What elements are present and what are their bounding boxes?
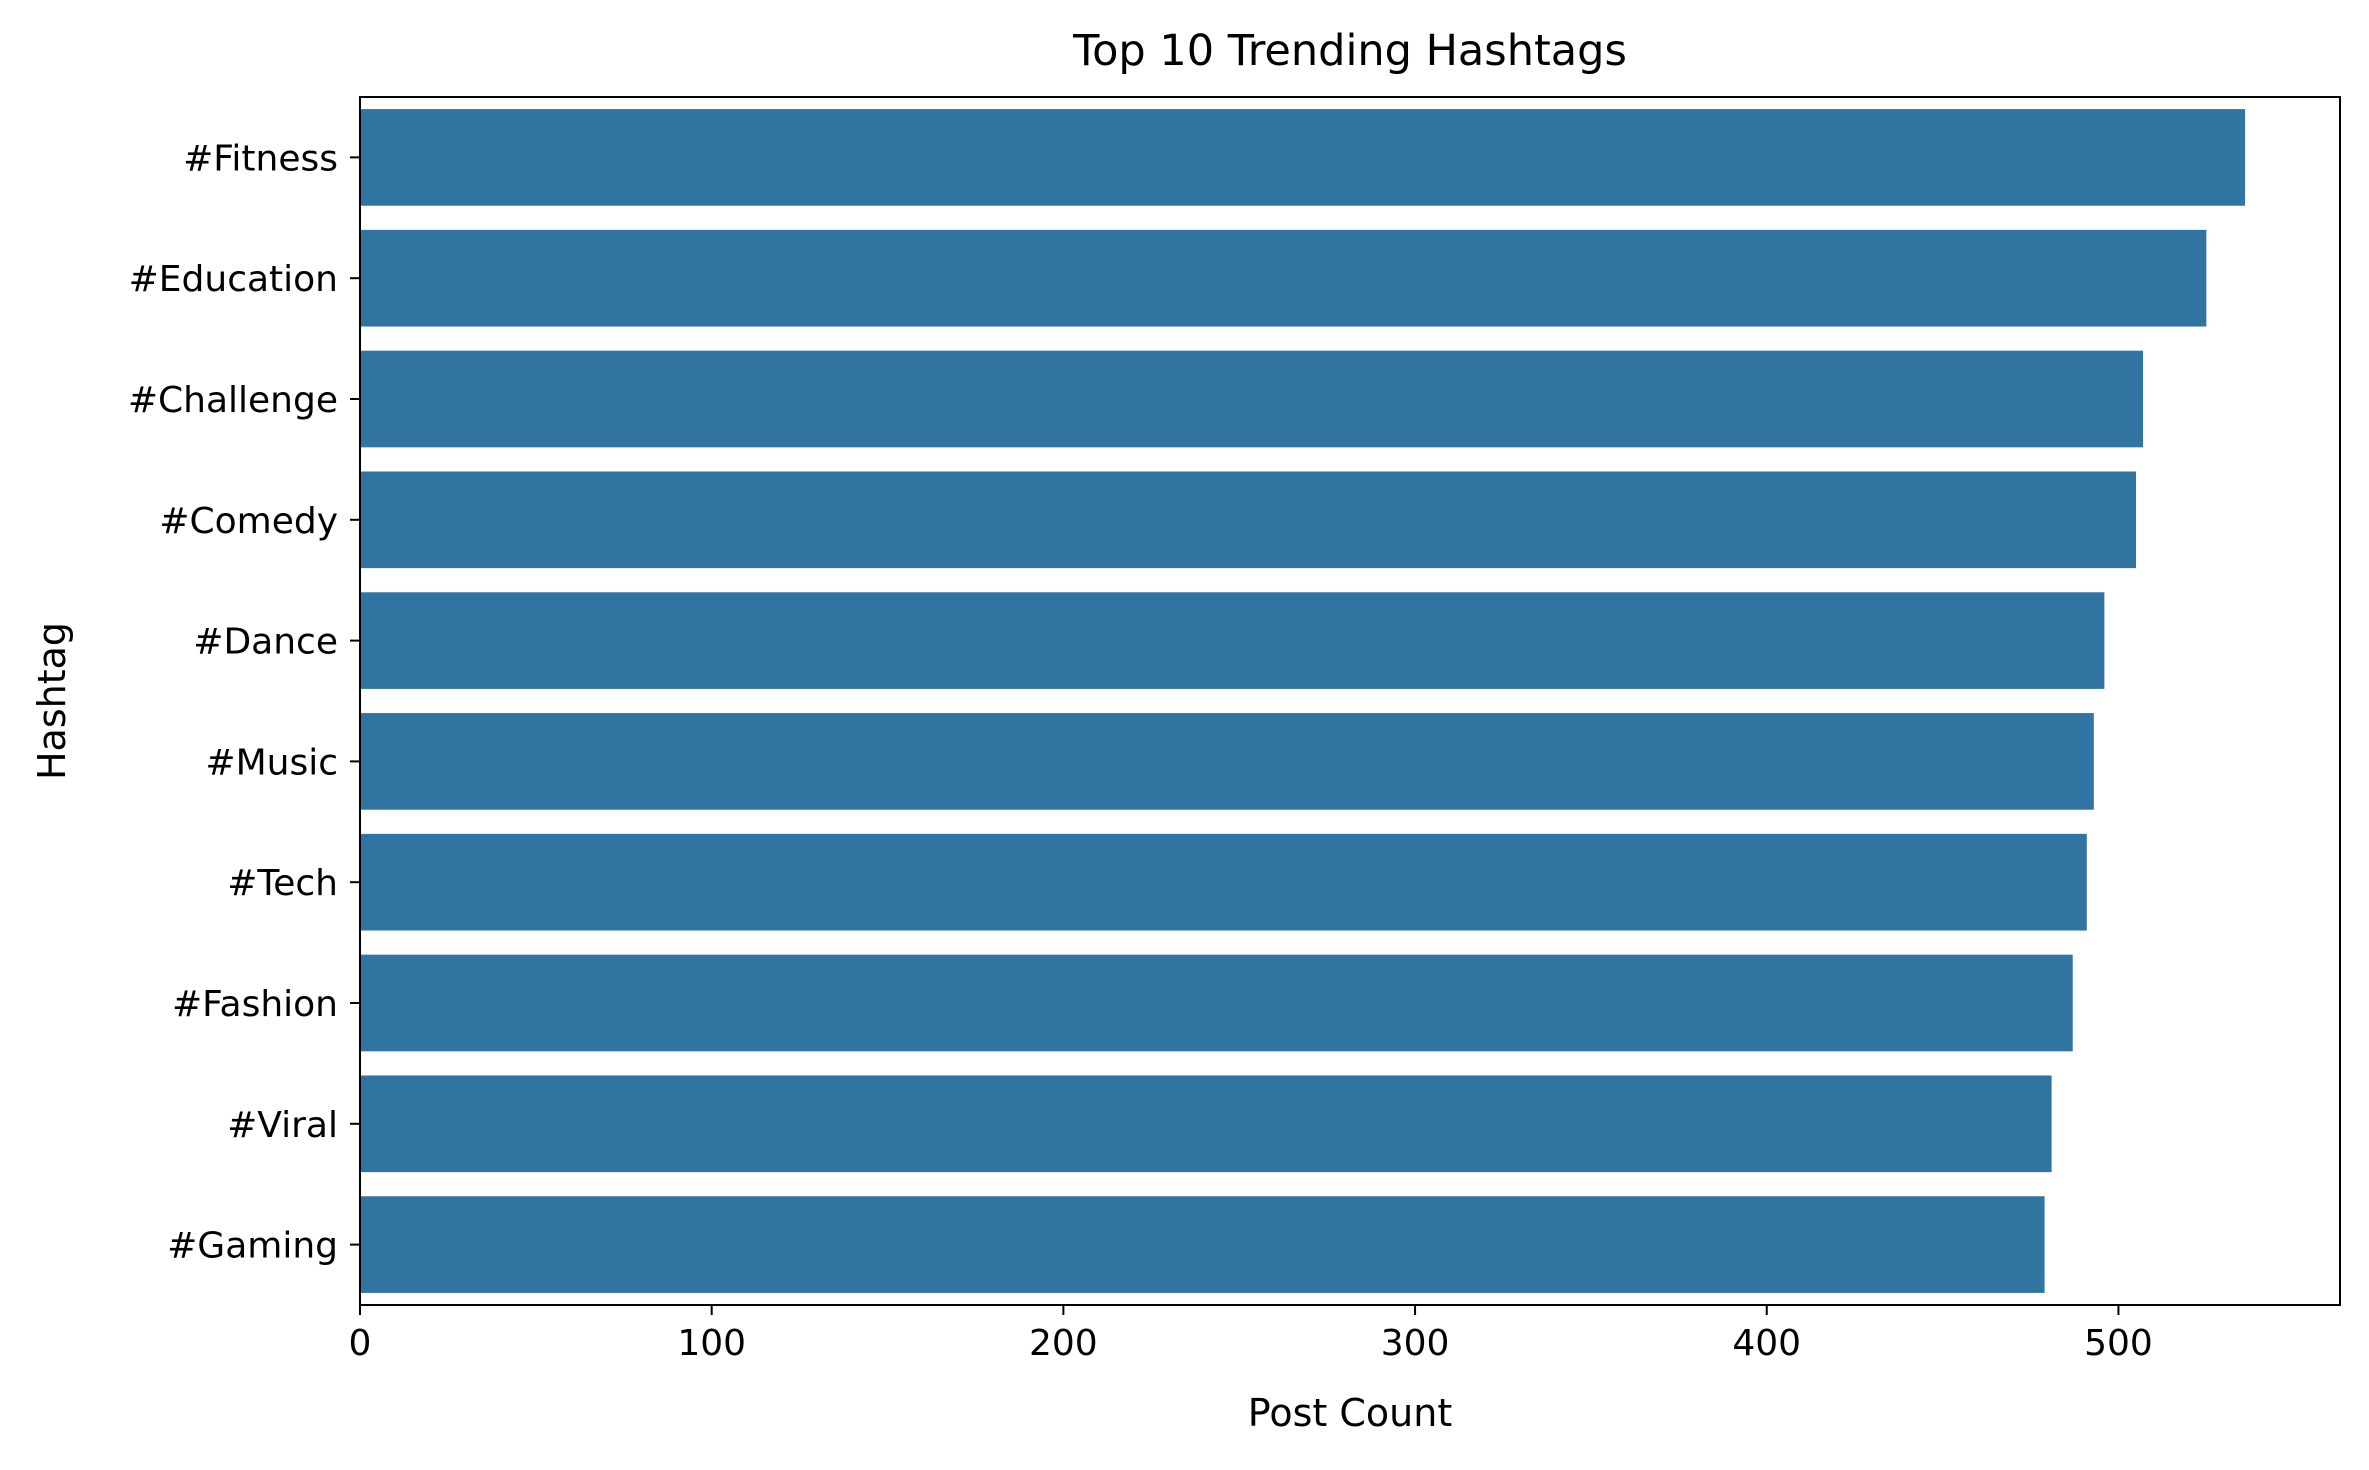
bar-dance [360, 592, 2105, 689]
y-tick-label: #Gaming [167, 1226, 338, 1267]
x-tick-label: 200 [1029, 1323, 1098, 1364]
y-tick-label: #Tech [227, 863, 338, 904]
x-tick-label: 400 [1732, 1323, 1801, 1364]
plot-frame [359, 96, 2341, 1306]
y-axis-ticks: #Fitness #Education #Challenge #Comedy #Danc… [128, 138, 360, 1267]
x-tick-label: 100 [677, 1323, 746, 1364]
bar-music [360, 713, 2094, 810]
y-tick-label: #Education [129, 259, 338, 300]
y-tick-label: #Fashion [172, 984, 338, 1025]
x-tick-label: 300 [1381, 1323, 1450, 1364]
bars-layer [360, 109, 2246, 1293]
chart-title: Top 10 Trending Hashtags [1072, 26, 1627, 76]
bar-fitness [360, 109, 2246, 206]
y-tick-label: #Comedy [159, 501, 338, 542]
bar-viral [360, 1075, 2052, 1173]
y-tick-label: #Fitness [183, 138, 338, 179]
y-tick-label: #Viral [227, 1105, 338, 1146]
y-tick-label: #Music [205, 742, 338, 783]
y-axis-label: Hashtag [30, 622, 74, 780]
x-axis-label: Post Count [1248, 1391, 1452, 1435]
y-tick-label: #Challenge [128, 380, 338, 421]
y-tick-label: #Dance [193, 622, 338, 663]
x-axis-ticks: 0 100 200 300 400 500 [349, 1305, 2153, 1364]
bar-education [360, 229, 2207, 327]
bar-comedy [360, 471, 2137, 569]
x-tick-label: 500 [2084, 1323, 2153, 1364]
bar-gaming [360, 1196, 2045, 1293]
bar-tech [360, 833, 2087, 931]
bar-fashion [360, 954, 2073, 1052]
bar-challenge [360, 350, 2144, 448]
x-tick-label: 0 [349, 1323, 372, 1364]
